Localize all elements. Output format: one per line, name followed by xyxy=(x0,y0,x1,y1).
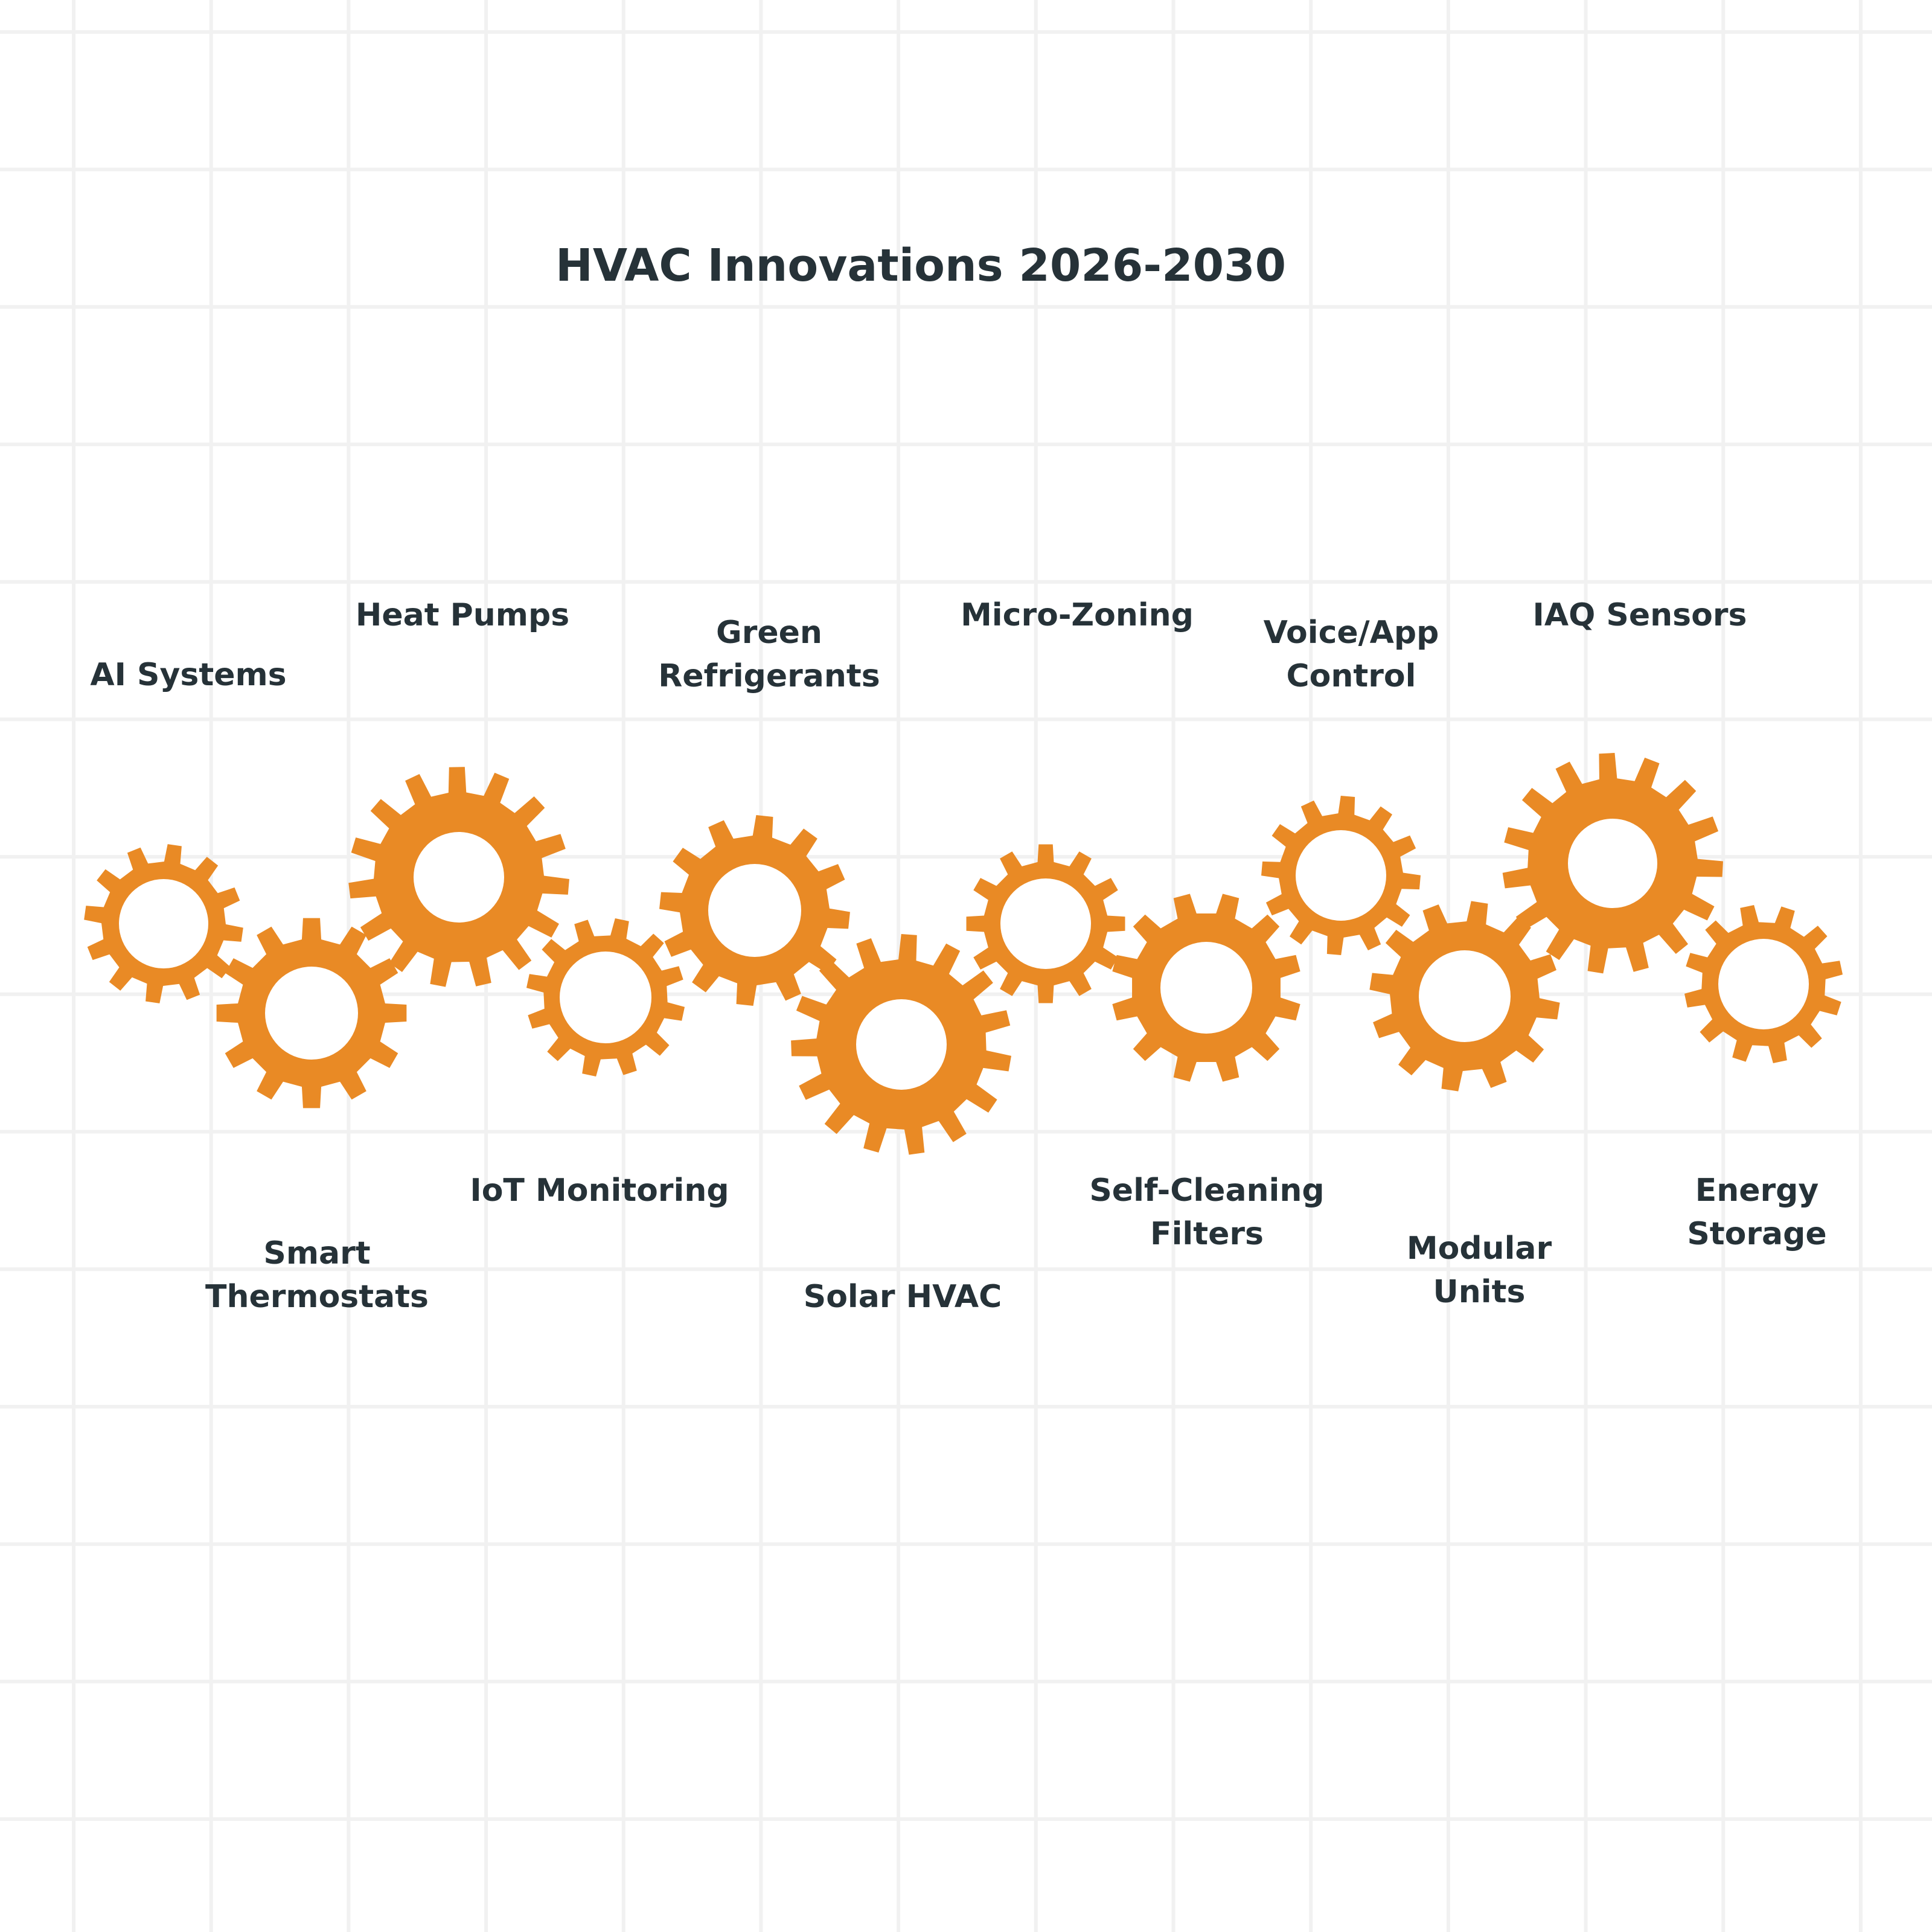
gear-hole xyxy=(119,879,208,968)
gear-hole xyxy=(708,864,801,957)
gear-hole xyxy=(1568,819,1657,908)
label-heat-pumps: Heat Pumps xyxy=(355,597,570,633)
label-iot-monitoring: IoT Monitoring xyxy=(470,1172,729,1209)
gear-green-refrigerants-icon xyxy=(659,815,850,1006)
gear-hole xyxy=(1718,939,1809,1029)
gear-solar-hvac-icon xyxy=(791,934,1012,1155)
gear-hole xyxy=(1419,950,1511,1042)
gear-ai-systems-icon xyxy=(84,844,243,1003)
gear-voice-app-control-icon xyxy=(1261,796,1421,955)
gear-hole xyxy=(414,832,504,923)
gear-modular-units-icon xyxy=(1369,901,1560,1092)
gear-heat-pumps-icon xyxy=(348,767,569,987)
gear-hole xyxy=(560,952,651,1043)
label-smart-thermostats: Smart Thermostats xyxy=(205,1235,429,1315)
gear-energy-storage-icon xyxy=(1684,904,1843,1064)
label-voice-app-control: Voice/App Control xyxy=(1263,615,1439,694)
label-iaq-sensors: IAQ Sensors xyxy=(1532,597,1747,633)
label-micro-zoning: Micro-Zoning xyxy=(961,597,1194,633)
label-ai-systems: AI Systems xyxy=(90,657,287,693)
gear-hole xyxy=(1000,878,1091,969)
label-green-refrigerants: Green Refrigerants xyxy=(658,615,880,694)
gear-hole xyxy=(1160,942,1252,1034)
diagram-title: HVAC Innovations 2026-2030 xyxy=(555,240,1287,292)
label-modular-units: Modular Units xyxy=(1406,1230,1552,1310)
gear-self-cleaning-filters-icon xyxy=(1112,894,1300,1082)
gear-hole xyxy=(1296,830,1386,921)
label-solar-hvac: Solar HVAC xyxy=(803,1279,1002,1315)
label-self-cleaning-filters: Self-Cleaning Filters xyxy=(1089,1172,1325,1252)
gear-micro-zoning-icon xyxy=(966,844,1125,1003)
gear-iot-monitoring-icon xyxy=(526,918,685,1077)
gear-hole xyxy=(265,967,358,1060)
gear-iaq-sensors-icon xyxy=(1502,753,1723,974)
gear-smart-thermostats-icon xyxy=(216,918,407,1108)
label-energy-storage: Energy Storage xyxy=(1687,1172,1827,1252)
gear-hole xyxy=(856,999,947,1090)
